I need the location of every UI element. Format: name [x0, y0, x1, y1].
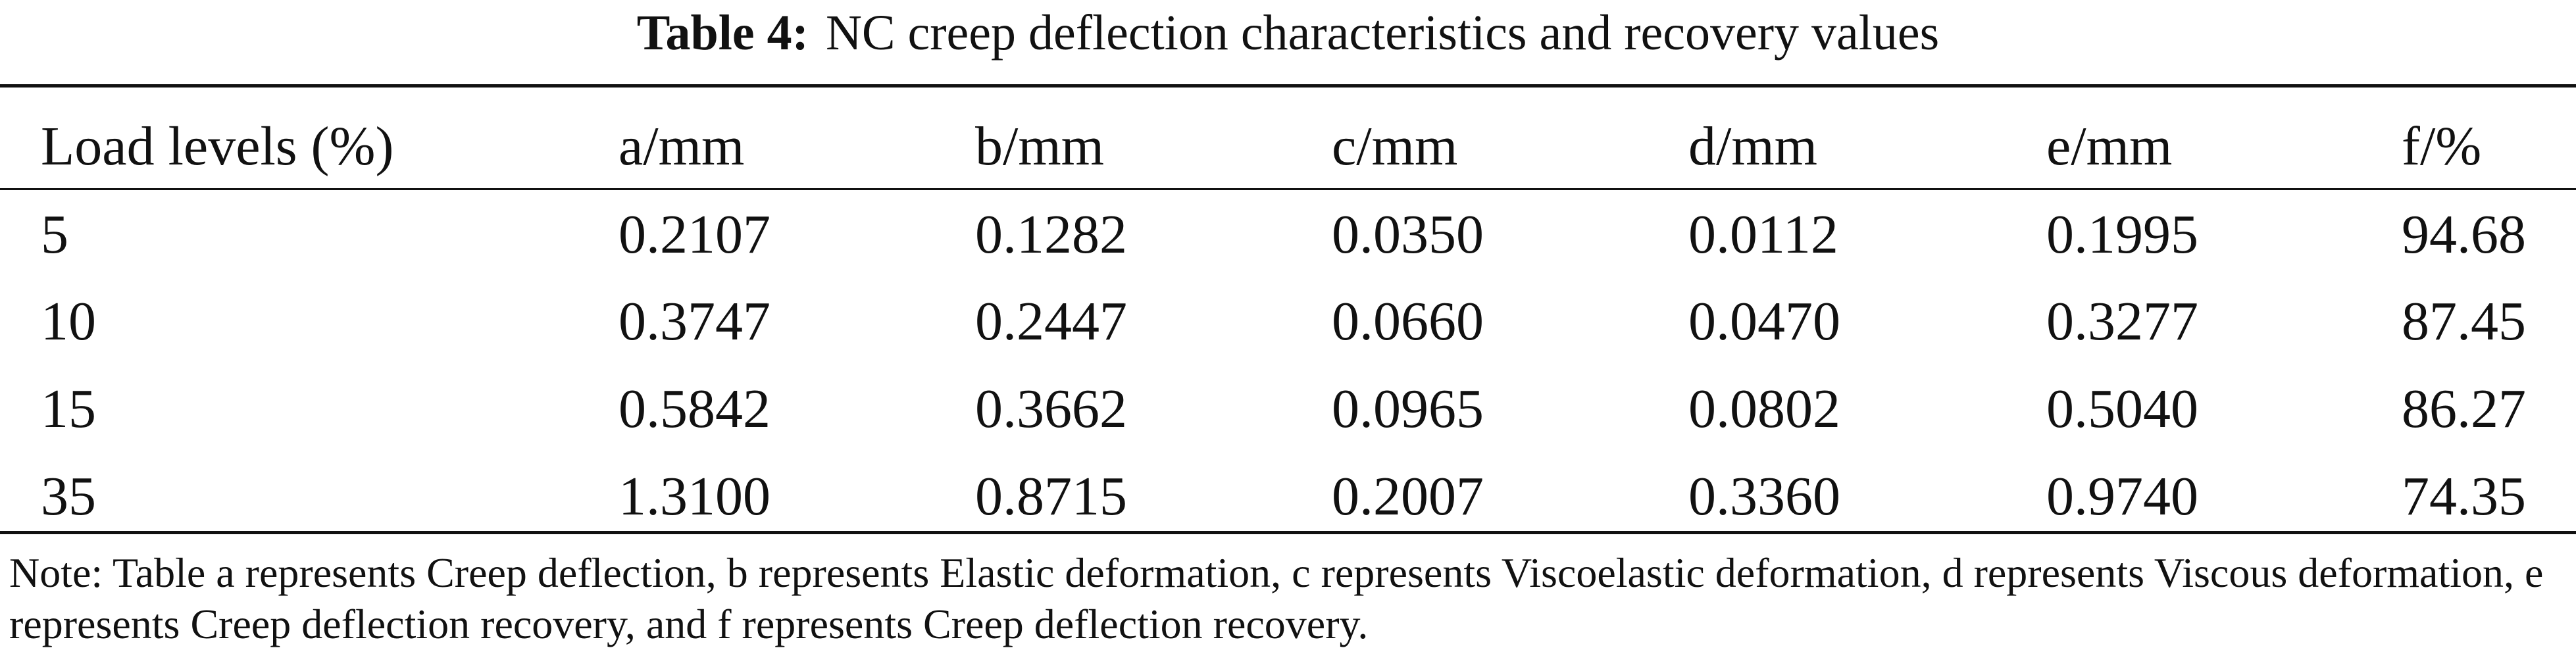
header-d: d/mm — [1688, 116, 1818, 177]
table-header-row: Load levels (%) a/mm b/mm c/mm d/mm e/mm… — [0, 111, 2576, 183]
header-c: c/mm — [1332, 116, 1458, 177]
table-row: 15 0.5842 0.3662 0.0965 0.0802 0.5040 86… — [0, 373, 2576, 445]
cell-b: 0.8715 — [975, 466, 1127, 527]
cell-d: 0.0470 — [1688, 291, 1840, 352]
cell-d: 0.0802 — [1688, 378, 1840, 439]
table-note: Note: Table a represents Creep deflectio… — [9, 549, 2544, 647]
table-caption: Table 4: NC creep deflection characterist… — [0, 0, 2576, 78]
cell-a: 0.3747 — [619, 291, 770, 352]
cell-f: 86.27 — [2402, 378, 2526, 439]
cell-e: 0.5040 — [2046, 378, 2198, 439]
cell-e: 0.9740 — [2046, 466, 2198, 527]
cell-a: 1.3100 — [619, 466, 770, 527]
cell-c: 0.0965 — [1332, 378, 1484, 439]
caption-label: Table 4: — [636, 5, 809, 61]
header-a: a/mm — [619, 116, 745, 177]
header-f: f/% — [2402, 116, 2482, 177]
cell-e: 0.1995 — [2046, 204, 2198, 265]
cell-c: 0.0660 — [1332, 291, 1484, 352]
table-bottom-rule — [0, 531, 2576, 534]
table-row: 5 0.2107 0.1282 0.0350 0.0112 0.1995 94.… — [0, 199, 2576, 271]
cell-a: 0.5842 — [619, 378, 770, 439]
cell-b: 0.1282 — [975, 204, 1127, 265]
cell-load-level: 5 — [41, 204, 68, 265]
cell-c: 0.0350 — [1332, 204, 1484, 265]
table-top-rule — [0, 84, 2576, 88]
cell-f: 94.68 — [2402, 204, 2526, 265]
cell-c: 0.2007 — [1332, 466, 1484, 527]
table-row: 10 0.3747 0.2447 0.0660 0.0470 0.3277 87… — [0, 286, 2576, 358]
table-row: 35 1.3100 0.8715 0.2007 0.3360 0.9740 74… — [0, 461, 2576, 533]
cell-f: 74.35 — [2402, 466, 2526, 527]
cell-load-level: 15 — [41, 378, 96, 439]
caption-text: NC creep deflection characteristics and … — [825, 5, 1940, 61]
cell-b: 0.2447 — [975, 291, 1127, 352]
cell-a: 0.2107 — [619, 204, 770, 265]
cell-d: 0.0112 — [1688, 204, 1838, 265]
cell-d: 0.3360 — [1688, 466, 1840, 527]
header-b: b/mm — [975, 116, 1105, 177]
header-e: e/mm — [2046, 116, 2173, 177]
cell-b: 0.3662 — [975, 378, 1127, 439]
table-header-rule — [0, 188, 2576, 190]
cell-f: 87.45 — [2402, 291, 2526, 352]
cell-load-level: 10 — [41, 291, 96, 352]
header-load-levels: Load levels (%) — [41, 116, 394, 177]
cell-e: 0.3277 — [2046, 291, 2198, 352]
cell-load-level: 35 — [41, 466, 96, 527]
